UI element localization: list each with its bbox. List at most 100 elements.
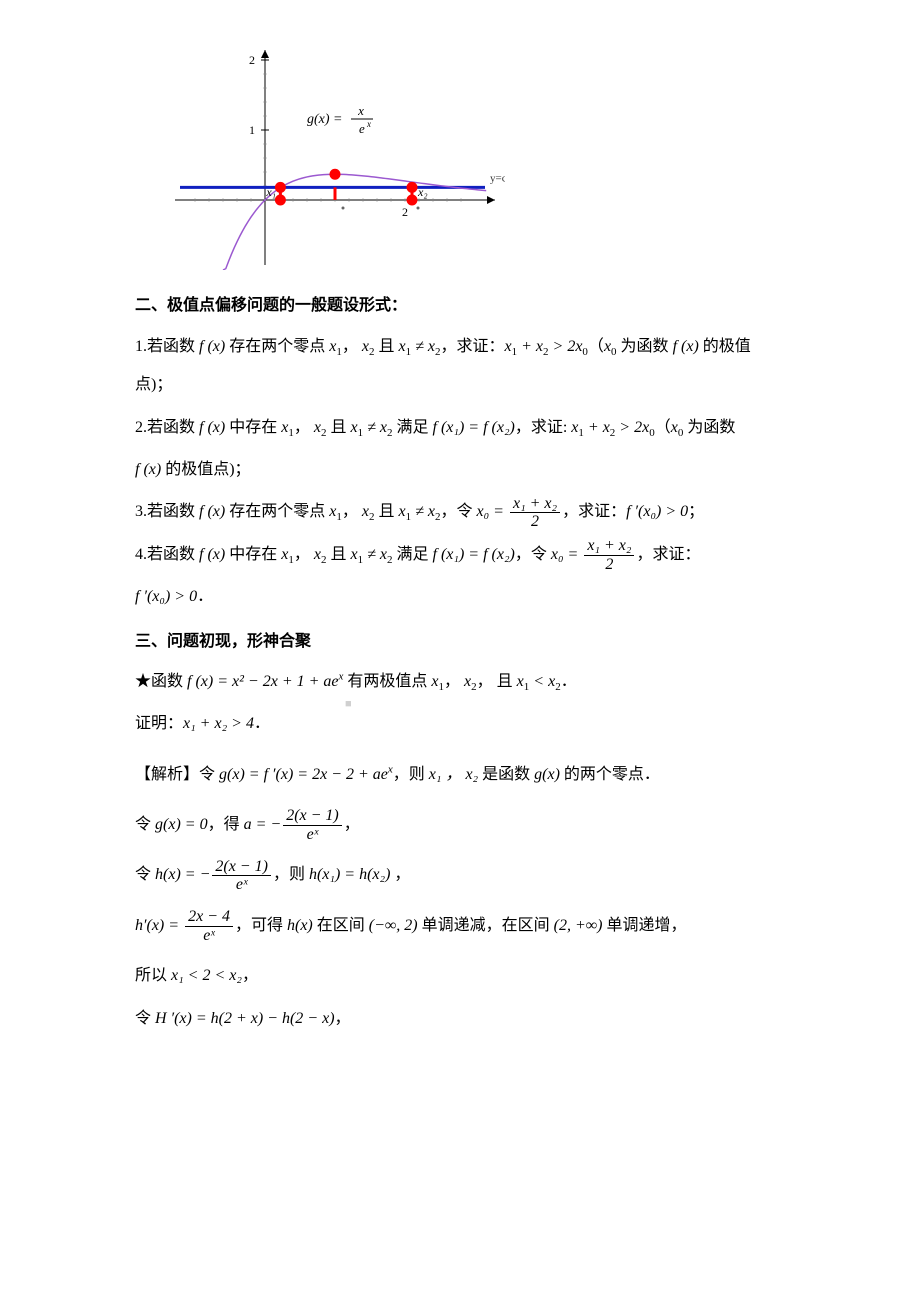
x0eq: x₀ = [477, 503, 508, 520]
t: 3.若函数 [135, 503, 199, 520]
t: ★函数 [135, 673, 187, 690]
t: ，求证: [515, 419, 567, 436]
t: 中存在 [225, 546, 281, 563]
solution-5: 所以 x₁ < 2 < x₂， [135, 957, 785, 995]
graph-svg: 12y=cx₁x₂2g(x) = xex [165, 40, 505, 270]
t: 且 [374, 338, 398, 355]
star-problem: ★函数 f (x) = x² − 2x + 1 + aex 有两极值点 x1 ， … [135, 663, 785, 701]
solution-4: h′(x) = 2x − 4eˣ，可得 h(x) 在区间 (−∞, 2) 单调递… [135, 907, 785, 945]
t: ， [335, 1010, 351, 1027]
hxdef: h(x) = − [155, 866, 210, 883]
t: ，则 [273, 866, 309, 883]
fx: f (x) [199, 338, 225, 355]
frac: x₁ + x₂2 [510, 495, 560, 531]
frac: 2(x − 1)eˣ [283, 807, 342, 843]
t: ，得 [208, 816, 244, 833]
solution-1: 【解析】令 g(x) = f ′(x) = 2x − 2 + aex，则 x₁ … [135, 756, 785, 794]
fx: f (x) [199, 419, 225, 436]
Hdef: H ′(x) = h(2 + x) − h(2 − x) [155, 1010, 335, 1027]
fprime: f ′(x₀) > 0 [135, 588, 197, 605]
neq: x1 ≠ x2 [350, 546, 392, 563]
function-graph: 12y=cx₁x₂2g(x) = xex [165, 40, 785, 281]
x2: x2 [362, 503, 375, 520]
neq: x1 ≠ x2 [350, 419, 392, 436]
t: 令 [135, 1010, 155, 1027]
lt: x1 < x2 [517, 673, 561, 690]
t: 的极值点)； [161, 461, 250, 478]
section-3-heading: 三、问题初现，形神合聚 [135, 627, 785, 657]
prove-line: 证明：x₁ + x₂ > 4． [135, 705, 785, 743]
t: ，则 [393, 766, 429, 783]
t: 为函数 [617, 338, 673, 355]
t: 且 [374, 503, 398, 520]
t: ． [197, 588, 213, 605]
t: ， 且 [477, 673, 517, 690]
prove-ineq: x₁ + x₂ > 4 [183, 715, 254, 732]
svg-text:x: x [366, 119, 371, 129]
fx: f (x) [199, 546, 225, 563]
item-2b: f (x) 的极值点)； [135, 451, 785, 489]
svg-text:x₁: x₁ [265, 185, 276, 199]
x2: x2 [362, 338, 375, 355]
gxdef: g(x) = f ′(x) = 2x − 2 + aex [219, 766, 393, 783]
t: 的两个零点． [560, 766, 660, 783]
t: 存在两个零点 [225, 503, 329, 520]
t: 为函数 [683, 419, 735, 436]
solution-3: 令 h(x) = −2(x − 1)eˣ，则 h(x₁) = h(x₂) ， [135, 856, 785, 894]
frac: x₁ + x₂2 [584, 537, 634, 573]
t: 中存在 [225, 419, 281, 436]
t: ， [342, 503, 358, 520]
t: ． [561, 673, 577, 690]
frac: 2x − 4eˣ [185, 908, 233, 944]
x1: x1 [281, 419, 294, 436]
aeq: a = − [244, 816, 282, 833]
fprime: f ′(x₀) > 0 [626, 503, 688, 520]
t: ，令 [440, 503, 476, 520]
svg-text:2: 2 [249, 53, 255, 67]
x2: x2 [314, 419, 327, 436]
t: ， [390, 866, 410, 883]
feq: f (x₁) = f (x₂) [433, 419, 515, 436]
t: 证明： [135, 715, 183, 732]
ineq: x1 + x2 > 2x0 [505, 338, 588, 355]
hprime: h′(x) = [135, 917, 183, 934]
x1: x1 [281, 546, 294, 563]
svg-text:x₂: x₂ [417, 185, 428, 199]
t: 令 [135, 866, 155, 883]
t: ，令 [515, 546, 551, 563]
t: ，求证： [562, 503, 626, 520]
x1x2: x₁ ， x₂ [429, 766, 478, 783]
t: 有两极值点 [343, 673, 431, 690]
x2: x2 [464, 673, 477, 690]
svg-text:e: e [359, 121, 365, 136]
neq: x1 ≠ x2 [398, 503, 440, 520]
t: 且 [326, 419, 350, 436]
t: 2.若函数 [135, 419, 199, 436]
fx: f (x) [199, 503, 225, 520]
t: ，求证： [440, 338, 504, 355]
item-4b: f ′(x₀) > 0． [135, 578, 785, 616]
t: 且 [326, 546, 350, 563]
int2: (2, +∞) [554, 917, 603, 934]
so-ineq: x₁ < 2 < x₂ [171, 967, 242, 984]
svg-text:x: x [357, 103, 364, 118]
t: 所以 [135, 967, 171, 984]
t: ， [242, 967, 258, 984]
svg-text:1: 1 [249, 123, 255, 137]
t: 【解析】令 [135, 766, 219, 783]
x2: x2 [314, 546, 327, 563]
svg-text:g(x) =: g(x) = [307, 112, 343, 127]
t: 4.若函数 [135, 546, 199, 563]
item-4: 4.若函数 f (x) 中存在 x1， x2 且 x1 ≠ x2 满足 f (x… [135, 536, 785, 574]
gx: g(x) [534, 766, 560, 783]
item-3: 3.若函数 f (x) 存在两个零点 x1， x2 且 x1 ≠ x2，令 x₀… [135, 493, 785, 531]
solution-6: 令 H ′(x) = h(2 + x) − h(2 − x)， [135, 1000, 785, 1038]
fxdef: f (x) = x² − 2x + 1 + aex [187, 673, 343, 690]
t: 在区间 [313, 917, 369, 934]
svg-text:2: 2 [402, 205, 408, 219]
t: 单调递增， [603, 917, 687, 934]
x1: x1 [431, 673, 444, 690]
t: 满足 [392, 419, 432, 436]
t: 是函数 [478, 766, 534, 783]
feq: f (x₁) = f (x₂) [433, 546, 515, 563]
